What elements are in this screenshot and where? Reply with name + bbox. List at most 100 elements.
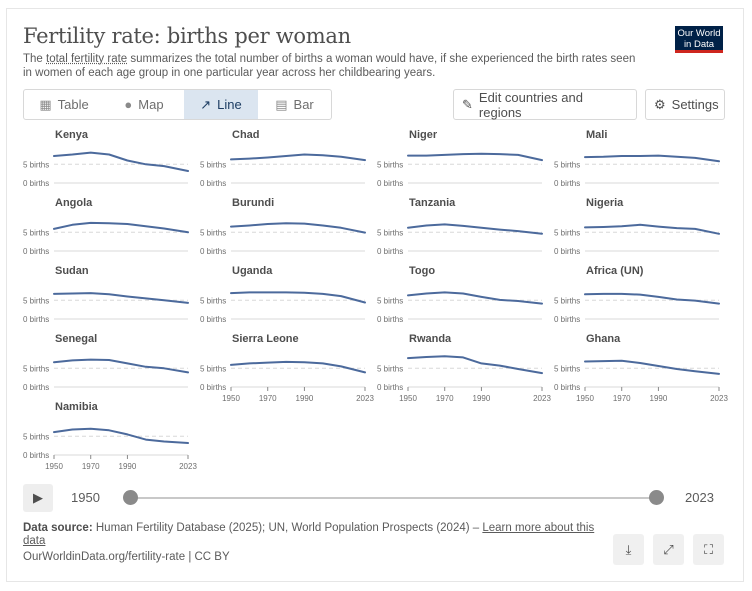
y-tick-label: 5 births	[554, 228, 580, 237]
y-tick-label: 5 births	[554, 364, 580, 373]
view-tabs: ▦ Table ● Map ↗ Line ▤ Bar	[23, 89, 332, 120]
tab-line[interactable]: ↗ Line	[184, 90, 258, 119]
fertility-rate-definition-link[interactable]: total fertility rate	[46, 53, 128, 65]
x-tick-label: 1950	[576, 394, 594, 403]
y-tick-label: 5 births	[23, 364, 49, 373]
data-source: Data source: Human Fertility Database (2…	[23, 522, 595, 547]
y-tick-label: 0 births	[200, 247, 226, 256]
panel-title: Senegal	[55, 333, 97, 345]
y-tick-label: 5 births	[377, 228, 403, 237]
small-multiples-chart: Kenya 0 births 5 births Chad 0 births 5 birth…	[23, 129, 728, 471]
tab-table[interactable]: ▦ Table	[39, 96, 89, 113]
series-line	[407, 223, 543, 235]
series-line	[53, 151, 189, 172]
series-line	[53, 292, 189, 304]
panel-title: Namibia	[55, 401, 99, 413]
y-tick-label: 0 births	[377, 247, 403, 256]
panel-title: Sudan	[55, 265, 89, 277]
source-url[interactable]: OurWorldinData.org/fertility-rate | CC B…	[23, 551, 230, 563]
y-tick-label: 5 births	[377, 296, 403, 305]
bar-chart-icon: ▤	[275, 96, 288, 112]
learn-more-link[interactable]: Learn more about this data	[23, 522, 595, 547]
timeline-start-year: 1950	[71, 490, 100, 505]
tab-bar[interactable]: ▤ Bar	[275, 96, 314, 113]
series-line	[53, 358, 189, 374]
play-button[interactable]: ▶	[23, 484, 53, 512]
y-tick-label: 5 births	[377, 364, 403, 373]
panel-title: Nigeria	[586, 197, 624, 209]
series-line	[584, 223, 720, 235]
fullscreen-button[interactable]: ⛶	[693, 534, 724, 565]
y-tick-label: 5 births	[23, 160, 49, 169]
panel-title: Africa (UN)	[586, 265, 644, 277]
series-line	[53, 427, 189, 444]
y-tick-label: 0 births	[200, 383, 226, 392]
panel-title: Uganda	[232, 265, 273, 277]
timeline-end-year: 2023	[685, 490, 714, 505]
y-tick-label: 5 births	[554, 296, 580, 305]
page-subtitle: The total fertility rate summarizes the …	[23, 53, 636, 79]
globe-icon: ●	[124, 97, 133, 112]
x-tick-label: 2023	[533, 394, 551, 403]
timeline-start-handle[interactable]	[123, 490, 138, 505]
series-line	[407, 291, 543, 305]
series-line	[230, 291, 366, 304]
x-tick-label: 2023	[179, 462, 197, 471]
x-tick-label: 1950	[399, 394, 417, 403]
series-line	[407, 355, 543, 375]
series-line	[584, 359, 720, 375]
y-tick-label: 0 births	[23, 247, 49, 256]
y-tick-label: 5 births	[23, 432, 49, 441]
y-tick-label: 0 births	[377, 179, 403, 188]
timeline: ▶ 1950 2023	[23, 484, 725, 512]
x-tick-label: 1950	[222, 394, 240, 403]
panel-title: Chad	[232, 129, 260, 141]
x-tick-label: 1970	[436, 394, 454, 403]
settings-button[interactable]: ⚙ Settings	[645, 89, 725, 120]
panel-title: Kenya	[55, 129, 89, 141]
panel-title: Tanzania	[409, 197, 456, 209]
series-line	[584, 292, 720, 305]
download-icon: ⤓	[625, 541, 632, 557]
y-tick-label: 5 births	[554, 160, 580, 169]
timeline-end-handle[interactable]	[649, 490, 664, 505]
page-title: Fertility rate: births per woman	[23, 24, 351, 48]
y-tick-label: 0 births	[554, 179, 580, 188]
x-tick-label: 1990	[650, 394, 668, 403]
share-button[interactable]: ⤢	[653, 534, 684, 565]
y-tick-label: 5 births	[200, 296, 226, 305]
y-tick-label: 0 births	[23, 383, 49, 392]
y-tick-label: 0 births	[23, 315, 49, 324]
y-tick-label: 5 births	[200, 160, 226, 169]
owid-logo[interactable]: Our World in Data	[675, 26, 723, 53]
x-tick-label: 1990	[296, 394, 314, 403]
y-tick-label: 0 births	[554, 315, 580, 324]
x-tick-label: 1970	[259, 394, 277, 403]
panel-title: Angola	[55, 197, 93, 209]
timeline-track[interactable]	[130, 497, 656, 499]
download-button[interactable]: ⤓	[613, 534, 644, 565]
series-line	[407, 152, 543, 162]
y-tick-label: 0 births	[200, 179, 226, 188]
y-tick-label: 0 births	[200, 315, 226, 324]
y-tick-label: 0 births	[377, 383, 403, 392]
series-line	[584, 154, 720, 163]
panel-title: Niger	[409, 129, 438, 141]
edit-countries-button[interactable]: ✎ Edit countries and regions	[453, 89, 637, 120]
y-tick-label: 0 births	[554, 383, 580, 392]
panel-title: Burundi	[232, 197, 274, 209]
y-tick-label: 5 births	[200, 228, 226, 237]
gear-icon: ⚙	[654, 96, 666, 112]
x-tick-label: 2023	[356, 394, 374, 403]
panel-title: Sierra Leone	[232, 333, 299, 345]
x-tick-label: 1950	[45, 462, 63, 471]
fullscreen-icon: ⛶	[703, 541, 714, 557]
x-tick-label: 1990	[473, 394, 491, 403]
series-line	[230, 222, 366, 234]
panel-title: Ghana	[586, 333, 621, 345]
x-tick-label: 2023	[710, 394, 728, 403]
table-icon: ▦	[39, 96, 52, 112]
y-tick-label: 0 births	[554, 247, 580, 256]
y-tick-label: 5 births	[200, 364, 226, 373]
tab-map[interactable]: ● Map	[124, 97, 164, 112]
